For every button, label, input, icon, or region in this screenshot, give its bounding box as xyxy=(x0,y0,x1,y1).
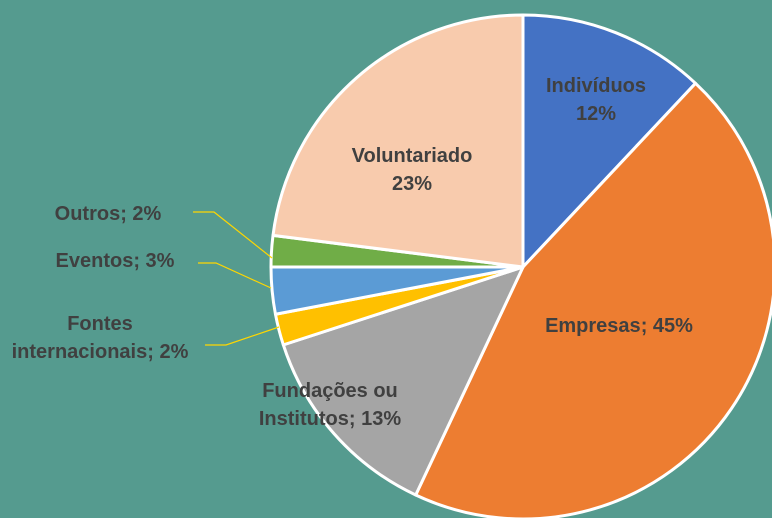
slice-value: ; 45% xyxy=(640,315,693,337)
leader-line xyxy=(193,211,273,259)
slice-value: ; 13% xyxy=(348,408,402,430)
slice-value: ; 2% xyxy=(147,341,189,363)
data-label: Fontes internacionais; 2% xyxy=(5,310,195,366)
pie-slice xyxy=(271,13,525,269)
data-label: Empresas; 45% xyxy=(509,312,729,340)
slices xyxy=(269,13,772,518)
slice-name: Fontes internacionais xyxy=(11,313,148,363)
data-label: Outros; 2% xyxy=(8,200,208,228)
slice-name: Fundações ou Institutos xyxy=(258,380,398,430)
slice-name: Empresas xyxy=(545,315,641,337)
pie-slice xyxy=(521,13,698,269)
leader-line xyxy=(198,262,272,289)
slice-value: ; 2% xyxy=(120,203,162,225)
slice-value: 23% xyxy=(391,173,433,195)
pie-slice xyxy=(281,265,525,497)
pie-slice xyxy=(414,81,772,518)
slice-value: ; 3% xyxy=(133,250,175,272)
data-label: Eventos; 3% xyxy=(15,247,215,275)
data-label: Voluntariado 23% xyxy=(322,142,502,198)
data-label: Indivíduos 12% xyxy=(516,72,676,128)
leader-line xyxy=(205,326,280,346)
slice-value: 12% xyxy=(575,103,617,125)
slice-name: Eventos xyxy=(55,250,134,272)
slice-name: Indivíduos xyxy=(546,75,646,97)
slice-name: Voluntariado xyxy=(351,145,473,167)
slice-name: Outros xyxy=(54,203,121,225)
data-label: Fundações ou Institutos; 13% xyxy=(235,377,425,433)
